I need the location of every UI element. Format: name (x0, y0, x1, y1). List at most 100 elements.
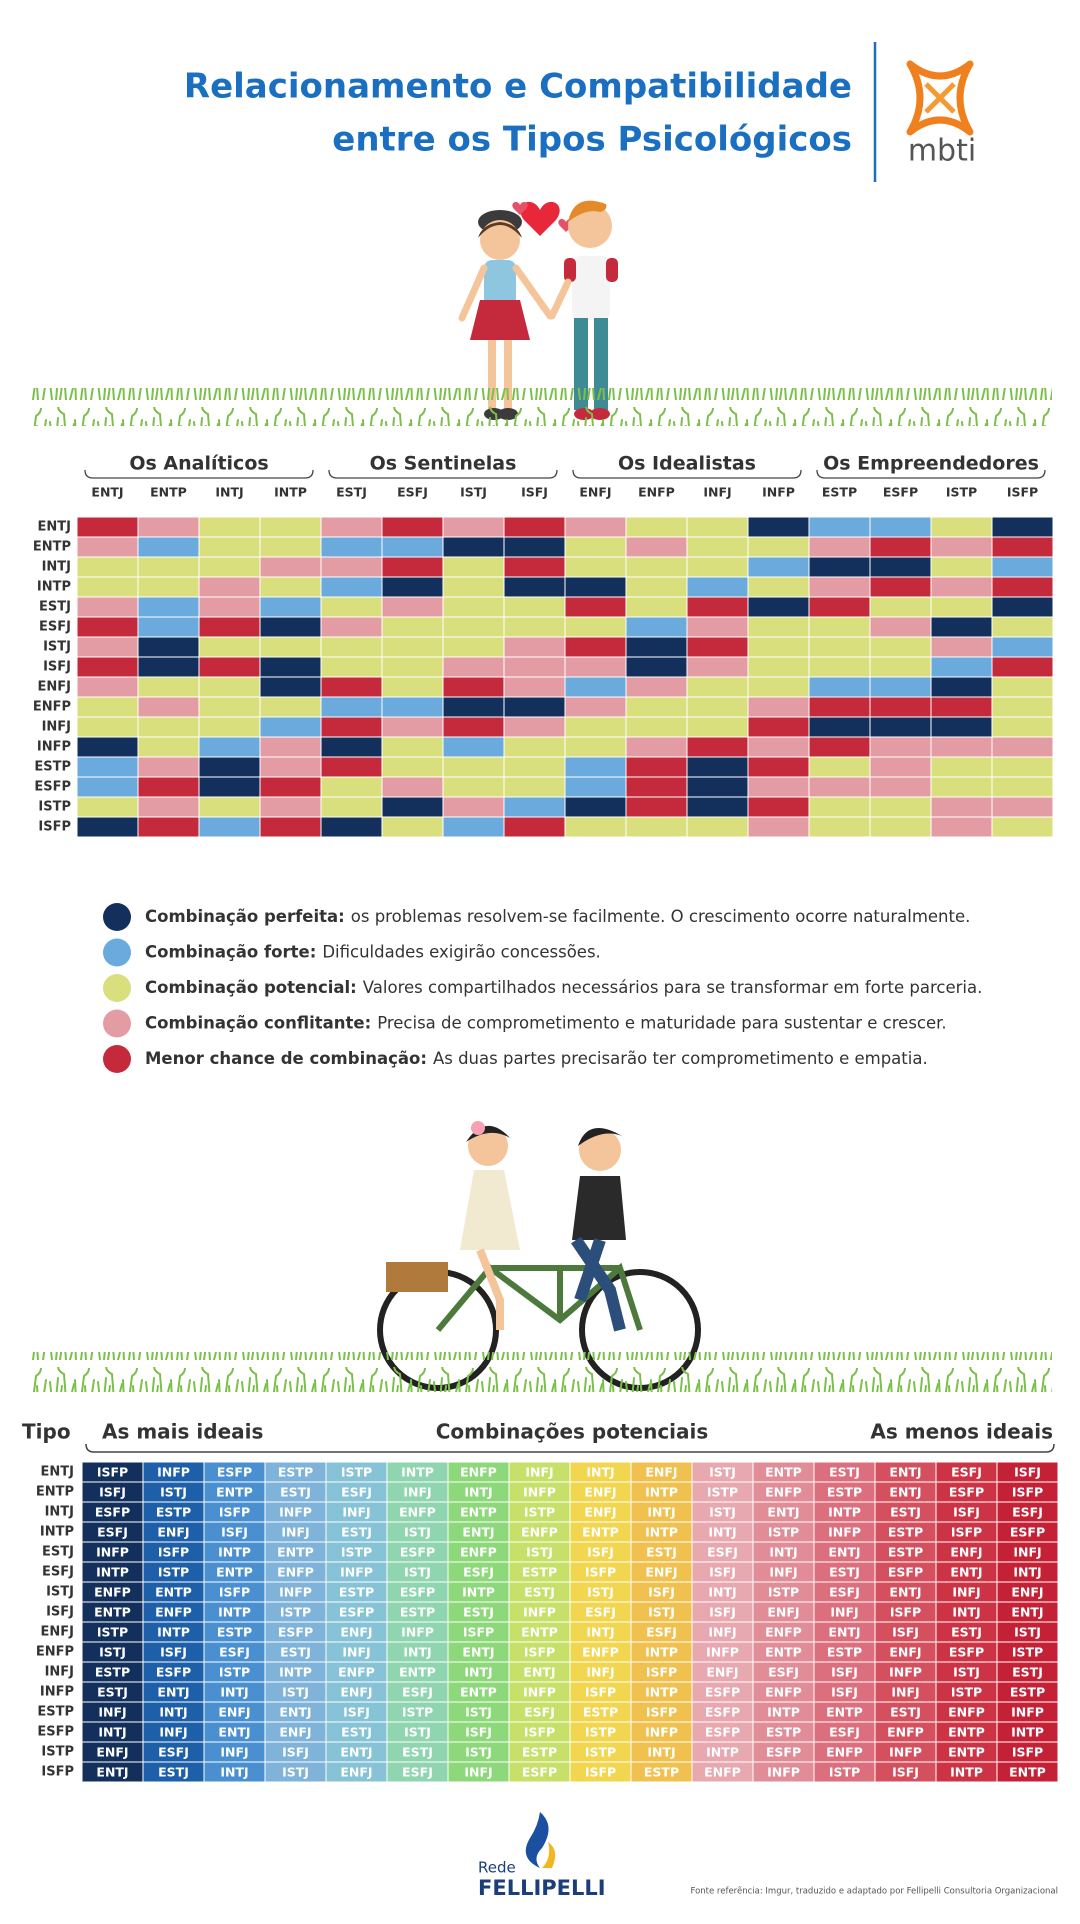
ranking-cell-text: ENTP (277, 1545, 314, 1560)
ranking-cell-text: ISTJ (404, 1725, 431, 1740)
ranking-cell-text: ISTJ (587, 1585, 614, 1600)
ranking-cell-text: ISFP (585, 1765, 616, 1780)
ranking-cell-text: ENFP (338, 1665, 375, 1680)
matrix-cell (259, 756, 322, 778)
ranking-cell-text: ENTJ (157, 1685, 189, 1700)
ranking-cell-text: ISTP (97, 1625, 128, 1640)
matrix-cell (259, 696, 322, 718)
matrix-cell (747, 596, 810, 618)
matrix-cell (686, 636, 749, 658)
ranking-cell-text: ESFJ (707, 1545, 738, 1560)
ranking-cell-text: INTJ (464, 1665, 492, 1680)
ranking-cell-text: INFP (523, 1485, 556, 1500)
ranking-cell-text: INFJ (159, 1725, 187, 1740)
row-label: INTP (37, 580, 71, 595)
matrix-cell (991, 796, 1054, 818)
matrix-cell (198, 736, 261, 758)
ranking-cell-text: INFJ (464, 1765, 492, 1780)
matrix-cell (930, 576, 993, 598)
ranking-cell-text: ESTJ (646, 1545, 677, 1560)
ranking-cell-text: ESTJ (829, 1465, 860, 1480)
ranking-cell-text: INTP (462, 1585, 495, 1600)
ranking-cell-text: ISFJ (648, 1585, 675, 1600)
ranking-cell-text: ISFJ (465, 1725, 492, 1740)
ranking-cell-text: INFP (96, 1545, 129, 1560)
ranking-cell-text: INFP (767, 1765, 800, 1780)
matrix-cell (747, 556, 810, 578)
matrix-cell (991, 596, 1054, 618)
ranking-cell-text: ISTJ (465, 1745, 492, 1760)
ranking-cell-text: ENTP (216, 1565, 253, 1580)
matrix-cell (503, 776, 566, 798)
matrix-cell (686, 816, 749, 838)
legend-text: Combinação conflitante: Precisa de compro… (145, 1013, 947, 1032)
matrix-cell (808, 616, 871, 638)
row-label: ENFP (33, 700, 71, 715)
ranking-cell-text: ENTJ (96, 1765, 128, 1780)
ranking-cell-text: ISFJ (221, 1525, 248, 1540)
ranking-cell-text: ISTJ (282, 1765, 309, 1780)
ranking-cell-text: INFJ (403, 1485, 431, 1500)
ranking-cell-text: ESTP (217, 1625, 252, 1640)
matrix-cell (625, 616, 688, 638)
ranking-cell-text: ESFP (217, 1465, 252, 1480)
grass (30, 1352, 1052, 1392)
matrix-cell (747, 636, 810, 658)
ranking-cell-text: ISTJ (465, 1705, 492, 1720)
ranking-cell-text: ESTP (766, 1725, 801, 1740)
matrix-cell (808, 736, 871, 758)
ranking-cell (996, 1761, 1059, 1783)
ranking-cell-text: ENTJ (950, 1565, 982, 1580)
ranking-cell-text: ESTP (888, 1525, 923, 1540)
ranking-cell-text: ENFP (582, 1645, 619, 1660)
ranking-row-label: ISFP (41, 1765, 74, 1780)
column-label: ESTP (822, 485, 857, 500)
row-label: ISFP (38, 820, 71, 835)
matrix-cell (564, 616, 627, 638)
matrix-cell (747, 676, 810, 698)
ranking-cell-text: ISFP (219, 1505, 250, 1520)
matrix-cell (564, 696, 627, 718)
matrix-cell (930, 516, 993, 538)
ranking-row-label: ESTP (37, 1705, 74, 1720)
ranking-cell-text: INTJ (220, 1765, 248, 1780)
matrix-cell (991, 516, 1054, 538)
matrix-cell (76, 516, 139, 538)
ranking-cell-text: INFP (401, 1625, 434, 1640)
matrix-cell (930, 616, 993, 638)
ranking-cell-text: ESTJ (97, 1685, 128, 1700)
matrix-cell (503, 716, 566, 738)
matrix-cell (625, 596, 688, 618)
matrix-cell (259, 816, 322, 838)
matrix-cell (442, 636, 505, 658)
ranking-cell-text: INFJ (891, 1685, 919, 1700)
ranking-cell-text: INTJ (952, 1605, 980, 1620)
ranking-cell-text: ENTJ (767, 1505, 799, 1520)
matrix-cell (259, 596, 322, 618)
matrix-cell (625, 536, 688, 558)
matrix-cell (442, 616, 505, 638)
ranking-cell-text: ESFJ (402, 1685, 433, 1700)
matrix-cell (259, 536, 322, 558)
ranking-row-label: ESFJ (42, 1565, 74, 1580)
matrix-cell (137, 776, 200, 798)
column-label: INTJ (215, 485, 243, 500)
column-label: ENFJ (579, 485, 611, 500)
matrix-cell (991, 576, 1054, 598)
matrix-cell (808, 516, 871, 538)
ranking-cell-text: ESFP (522, 1765, 557, 1780)
matrix-cell (625, 716, 688, 738)
matrix-cell (869, 636, 932, 658)
matrix-cell (564, 516, 627, 538)
matrix-cell (503, 556, 566, 578)
matrix-cell (503, 636, 566, 658)
matrix-cell (869, 556, 932, 578)
ranking-cell-text: ISFJ (831, 1685, 858, 1700)
ranking-cell-text: ISFJ (709, 1605, 736, 1620)
matrix-cell (625, 556, 688, 578)
matrix-cell (686, 616, 749, 638)
matrix-cell (259, 616, 322, 638)
matrix-cell (747, 756, 810, 778)
ranking-cell-text: ISTP (341, 1465, 372, 1480)
matrix-cell (259, 556, 322, 578)
